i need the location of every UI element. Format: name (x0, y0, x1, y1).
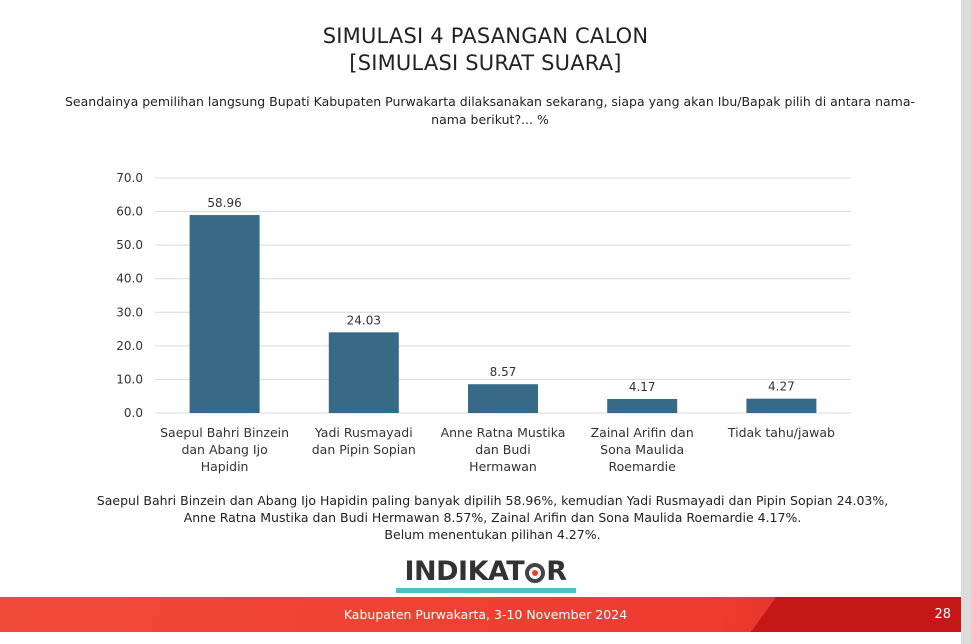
x-axis-labels: Saepul Bahri Binzein dan Abang Ijo Hapidin… (160, 425, 835, 474)
x-tick-label: Zainal Arifin dan (591, 425, 694, 440)
footer-accent (751, 597, 961, 632)
survey-question: Seandainya pemilihan langsung Bupati Kab… (64, 94, 915, 127)
x-tick-label: Roemardie (609, 459, 677, 474)
footer-bar (0, 597, 961, 632)
x-tick-label: Yadi Rusmayadi (314, 425, 413, 440)
chart-bars (189, 215, 817, 413)
slide-subtitle: [SIMULASI SURAT SUARA] (349, 51, 622, 75)
data-label: 4.17 (629, 380, 656, 394)
x-tick-label: Sona Maulida (600, 442, 684, 457)
slide-title: SIMULASI 4 PASANGAN CALON (322, 24, 649, 48)
x-tick-label: Tidak tahu/jawab (727, 425, 835, 440)
summary-line: Belum menentukan pilihan 4.27%. (384, 527, 601, 542)
x-tick-label: Hapidin (201, 459, 249, 474)
logo-o-icon (525, 563, 546, 583)
data-label: 58.96 (207, 196, 241, 210)
y-tick-label: 70.0 (116, 171, 143, 185)
bar (189, 215, 260, 413)
y-tick-label: 40.0 (116, 272, 143, 286)
page-number: 28 (934, 607, 951, 622)
x-tick-label: Saepul Bahri Binzein (160, 425, 289, 440)
x-tick-label: Anne Ratna Mustika (441, 425, 566, 440)
bar (746, 398, 817, 413)
logo-underline (395, 588, 576, 593)
summary-line: Saepul Bahri Binzein dan Abang Ijo Hapid… (96, 493, 889, 508)
indikator-logo: INDIKAT R (0, 556, 961, 593)
chart-grid (155, 177, 851, 414)
y-tick-label: 20.0 (116, 339, 143, 353)
data-label: 24.03 (347, 313, 381, 327)
y-tick-label: 0.0 (124, 406, 143, 420)
y-tick-label: 60.0 (116, 205, 143, 219)
x-tick-label: dan Pipin Sopian (312, 442, 416, 457)
x-tick-label: dan Abang Ijo (181, 442, 267, 457)
data-label: 8.57 (490, 365, 517, 379)
bar (468, 384, 538, 413)
summary-text: Saepul Bahri Binzein dan Abang Ijo Hapid… (40, 492, 945, 543)
footer-text: Kabupaten Purwakarta, 3-10 November 2024 (343, 607, 628, 622)
summary-line: Anne Ratna Mustika dan Budi Hermawan 8.5… (183, 510, 802, 525)
y-tick-label: 30.0 (116, 305, 143, 319)
x-tick-label: dan Budi (475, 442, 530, 457)
page-edge (961, 0, 971, 644)
y-axis-ticks: 0.0 10.0 20.0 30.0 40.0 50.0 60.0 70.0 (116, 171, 143, 420)
bar-chart: 0.0 10.0 20.0 30.0 40.0 50.0 60.0 70.0 58.96 24.… (116, 171, 851, 474)
x-tick-label: Hermawan (469, 459, 537, 474)
data-label: 4.27 (768, 380, 795, 394)
bar (328, 332, 399, 413)
logo-text: INDIKAT (404, 556, 525, 587)
bar (607, 399, 678, 413)
data-labels: 58.96 24.03 8.57 4.17 4.27 (207, 196, 794, 394)
logo-text: R (546, 556, 567, 587)
y-tick-label: 50.0 (116, 238, 143, 252)
y-tick-label: 10.0 (116, 372, 143, 386)
